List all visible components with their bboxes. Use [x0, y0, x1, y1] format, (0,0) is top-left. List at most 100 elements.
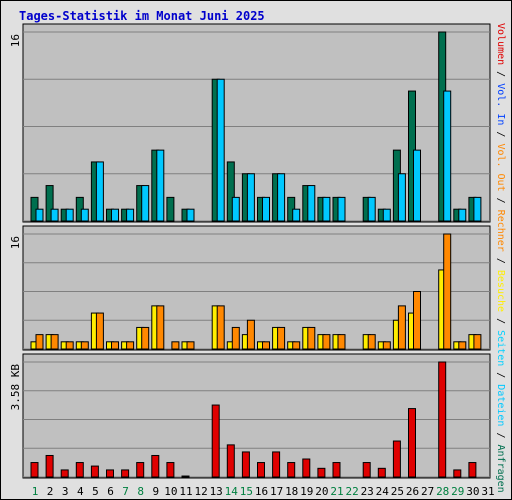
bar-dateien-5 [95, 161, 104, 222]
day-label: 6 [107, 485, 114, 498]
bar-dateien-7 [126, 208, 135, 222]
day-label: 22 [345, 485, 358, 498]
bar-volumen-8 [136, 462, 145, 478]
bar-dateien-25 [397, 173, 406, 222]
bar-volumen-26 [408, 408, 416, 478]
y-max-label: 16 [9, 236, 22, 249]
day-label: 13 [210, 485, 223, 498]
day-label: 4 [77, 485, 84, 498]
bar-volumen-17 [272, 451, 281, 478]
day-label: 30 [466, 485, 479, 498]
side-legend: Volumen / Vol. In / Vol. Out / Rechner /… [491, 23, 509, 493]
bar-dateien-30 [473, 196, 482, 222]
bar-volumen-20 [317, 467, 326, 478]
bar-rechner-3 [65, 341, 74, 350]
bar-volumen-21 [332, 462, 341, 478]
bar-volumen-25 [392, 440, 401, 478]
bar-dateien-20 [322, 196, 331, 222]
bar-volumen-24 [377, 467, 386, 478]
day-label: 7 [122, 485, 129, 498]
day-label: 5 [92, 485, 99, 498]
day-label: 20 [315, 485, 328, 498]
legend-rechner: Rechner [495, 209, 506, 252]
y-max-label: 3.58 KB [9, 364, 22, 411]
bar-dateien-23 [367, 196, 376, 222]
bar-rechner-9 [156, 305, 165, 350]
bar-rechner-21 [337, 334, 346, 350]
bar-dateien-8 [141, 185, 150, 222]
bar-dateien-28 [443, 90, 452, 222]
legend-seiten: Seiten [495, 330, 506, 367]
day-label: 3 [62, 485, 69, 498]
bar-volumen-14 [226, 444, 235, 478]
bar-volumen-30 [468, 462, 477, 478]
day-label: 24 [376, 485, 390, 498]
bar-volumen-9 [151, 454, 160, 478]
bar-dateien-3 [65, 208, 74, 222]
bar-rechner-26 [413, 291, 421, 350]
bar-rechner-8 [141, 326, 150, 350]
bar-rechner-15 [246, 319, 255, 350]
bar-rechner-11 [186, 341, 195, 350]
day-label: 21 [330, 485, 343, 498]
legend-anfragen: Anfragen [495, 444, 506, 493]
bar-rechner-6 [111, 341, 119, 350]
bar-volumen-5 [90, 465, 99, 478]
side-legend-text: Volumen / Vol. In / Vol. Out / Rechner /… [495, 23, 506, 493]
bar-volumen-23 [362, 462, 371, 478]
bar-dateien-19 [307, 185, 316, 222]
bar-volumen-10 [166, 462, 175, 478]
bar-rechner-4 [80, 341, 89, 350]
bar-dateien-6 [111, 208, 119, 222]
day-label: 17 [270, 485, 283, 498]
day-label: 8 [137, 485, 144, 498]
bar-volumen-28 [438, 361, 447, 478]
plot-area [22, 353, 491, 479]
bar-dateien-29 [458, 208, 467, 222]
bar-rechner-19 [307, 326, 316, 350]
bar-rechner-16 [262, 341, 270, 350]
day-label: 28 [436, 485, 449, 498]
legend-besuche: Besuche [495, 269, 506, 313]
day-label: 19 [300, 485, 313, 498]
bar-anfragen-2 [45, 185, 54, 222]
bar-dateien-1 [35, 208, 44, 222]
day-label: 15 [240, 485, 253, 498]
bar-rechner-20 [322, 334, 331, 350]
legend-vol-in: Vol. In [495, 83, 506, 126]
bar-anfragen-14 [226, 161, 235, 222]
day-label: 2 [47, 485, 54, 498]
day-label: 16 [255, 485, 268, 498]
bar-rechner-14 [231, 326, 240, 350]
bar-rechner-24 [382, 341, 391, 350]
bar-dateien-21 [337, 196, 346, 222]
bar-rechner-18 [292, 341, 301, 350]
bar-rechner-7 [126, 341, 135, 350]
bar-dateien-17 [277, 173, 286, 222]
day-label: 27 [421, 485, 434, 498]
bar-dateien-15 [246, 173, 255, 222]
y-max-label: 16 [9, 34, 22, 47]
bar-volumen-18 [287, 462, 296, 478]
bar-volumen-15 [241, 451, 250, 478]
day-label: 31 [481, 485, 494, 498]
bar-volumen-16 [257, 462, 265, 478]
bar-volumen-13 [211, 404, 220, 478]
day-label: 23 [361, 485, 374, 498]
day-label: 25 [391, 485, 404, 498]
bar-dateien-16 [262, 196, 270, 222]
bar-rechner-30 [473, 334, 482, 350]
day-label: 18 [285, 485, 298, 498]
day-label: 9 [152, 485, 159, 498]
bar-rechner-5 [95, 312, 104, 350]
bar-volumen-2 [45, 454, 54, 478]
bar-rechner-1 [35, 334, 44, 350]
bar-dateien-9 [156, 149, 165, 222]
bar-rechner-10 [171, 341, 180, 350]
bar-anfragen-10 [166, 196, 175, 222]
bar-volumen-19 [302, 458, 311, 478]
bar-volumen-3 [60, 469, 69, 478]
bar-dateien-2 [50, 208, 59, 222]
bar-volumen-4 [75, 462, 84, 478]
bar-dateien-26 [413, 149, 421, 222]
